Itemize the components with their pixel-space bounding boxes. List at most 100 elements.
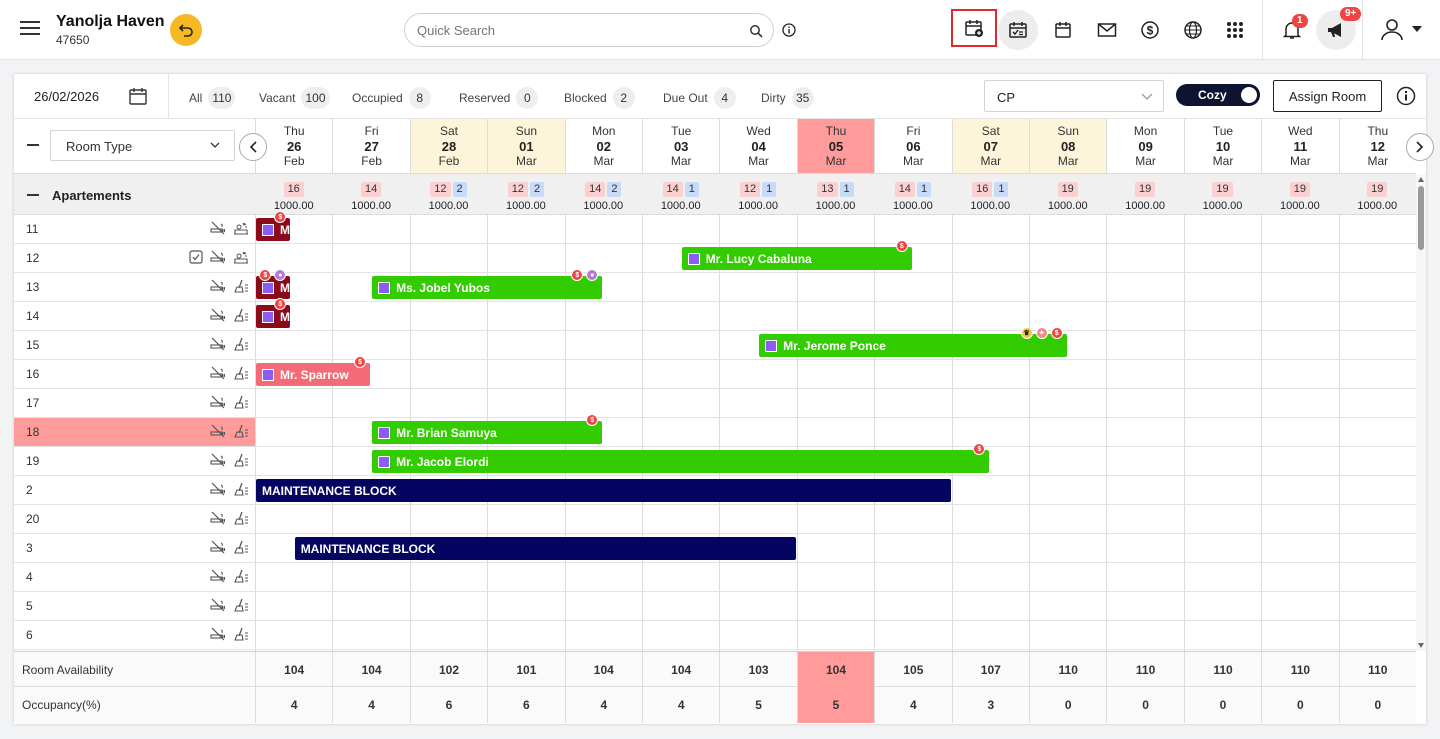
reservation-bar[interactable]: Mr. Jerome Ponce ♛ ✦ $ [759, 327, 1067, 357]
prev-dates-button[interactable] [239, 133, 267, 161]
row-line [14, 591, 1416, 592]
room-number: 18 [26, 425, 40, 439]
rate-cell: 12 1 1000.00 [719, 174, 796, 215]
day-header[interactable]: Thu 12 Mar [1338, 119, 1416, 173]
room-row-label[interactable]: 3 [14, 534, 255, 563]
calendar-icon[interactable] [128, 86, 148, 106]
housekeeping-icon [234, 308, 248, 322]
room-type-select[interactable]: Room Type [50, 130, 235, 161]
room-availability-row: Room Availability 104 104 102 101 104 104 103 1… [14, 651, 1416, 688]
divider [1262, 0, 1263, 59]
day-header[interactable]: Thu 05 Mar [796, 119, 875, 173]
reservation-bar[interactable]: M $ [256, 298, 291, 328]
month: Mar [1057, 154, 1079, 168]
room-row-label[interactable]: 15 [14, 331, 255, 360]
day-header[interactable]: Tue 03 Mar [642, 119, 719, 173]
day-header[interactable]: Mon 09 Mar [1106, 119, 1183, 173]
reservation-bar[interactable]: Mr. Brian Samuya $ [372, 414, 603, 444]
reservation-bar[interactable]: Ms. Jobel Yubos $ ● [372, 269, 603, 299]
day-header[interactable]: Tue 10 Mar [1183, 119, 1261, 173]
new-reservation-button[interactable] [951, 9, 997, 47]
filter-all[interactable]: All 110 [189, 87, 236, 109]
reservation-bar[interactable]: M $ [256, 211, 291, 241]
assign-room-button[interactable]: Assign Room [1273, 80, 1382, 112]
room-status-icons [210, 308, 249, 322]
reservation-bar[interactable]: Mr. Sparrow $ [256, 356, 371, 386]
room-row-label[interactable]: 6 [14, 621, 255, 650]
day-number: 04 [751, 139, 766, 154]
filter-occupied[interactable]: Occupied 8 [352, 87, 431, 109]
available-count: 19 [1212, 182, 1233, 197]
rate-plan-select[interactable]: CP [984, 80, 1164, 112]
day-header[interactable]: Wed 11 Mar [1261, 119, 1338, 173]
cozy-toggle[interactable]: Cozy [1176, 84, 1260, 106]
user-menu[interactable] [1380, 17, 1422, 41]
mail-button[interactable] [1087, 10, 1127, 50]
next-dates-button[interactable] [1406, 133, 1434, 161]
room-row-label[interactable]: 13 [14, 273, 255, 302]
filter-due-out[interactable]: Due Out 4 [663, 87, 736, 109]
back-arrow-icon [178, 24, 193, 37]
day-number: 09 [1138, 139, 1153, 154]
room-row-label[interactable]: 11 [14, 215, 255, 244]
building-icon [262, 223, 274, 236]
room-row-label[interactable]: 18 [14, 418, 255, 447]
calendar-button[interactable] [1043, 10, 1083, 50]
globe-button[interactable] [1173, 10, 1213, 50]
filter-blocked[interactable]: Blocked 2 [564, 87, 635, 109]
reservation-bar[interactable]: M $ ● [256, 269, 291, 299]
availability-cell: 103 [719, 652, 796, 688]
info-icon[interactable] [782, 23, 796, 37]
currency-button[interactable]: $ [1130, 10, 1170, 50]
vertical-scrollbar[interactable] [1416, 174, 1426, 651]
booked-count: 2 [529, 182, 545, 197]
room-row-label[interactable]: 19 [14, 447, 255, 476]
day-header[interactable]: Sat 07 Mar [951, 119, 1029, 173]
day-header[interactable]: Mon 02 Mar [564, 119, 642, 173]
room-status-icons [210, 366, 249, 380]
switch-property-button[interactable] [170, 14, 202, 46]
announcements-button[interactable]: 9+ [1316, 7, 1362, 50]
toggle-knob [1241, 87, 1257, 103]
day-header[interactable]: Fri 06 Mar [874, 119, 951, 173]
room-row-label[interactable]: 16 [14, 360, 255, 389]
room-row-label[interactable]: 4 [14, 563, 255, 592]
day-header[interactable]: Sun 01 Mar [487, 119, 565, 173]
info-icon[interactable] [1396, 86, 1416, 106]
search-input[interactable] [417, 21, 737, 39]
filter-count: 4 [713, 87, 736, 109]
filter-dirty[interactable]: Dirty 35 [761, 87, 814, 109]
day-header[interactable]: Fri 27 Feb [332, 119, 409, 173]
filter-reserved[interactable]: Reserved 0 [459, 87, 539, 109]
day-header[interactable]: Sat 28 Feb [409, 119, 488, 173]
calendar-check-button[interactable] [998, 10, 1038, 50]
filter-label: Occupied [352, 91, 403, 105]
room-row-label[interactable]: 20 [14, 505, 255, 534]
user-icon [1381, 19, 1403, 41]
room-number: 6 [26, 628, 33, 642]
reservation-bar[interactable]: Mr. Jacob Elordi $ [372, 443, 990, 473]
room-row-label[interactable]: 5 [14, 592, 255, 621]
date-display[interactable]: 26/02/2026 [34, 89, 100, 104]
available-count: 14 [585, 182, 606, 197]
menu-icon[interactable] [20, 19, 40, 37]
day-header[interactable]: Sun 08 Mar [1029, 119, 1107, 173]
guest-name: MAINTENANCE BLOCK [300, 541, 436, 556]
reservation-bar[interactable]: MAINTENANCE BLOCK [294, 537, 796, 560]
reservation-bar[interactable]: Mr. Lucy Cabaluna $ [681, 240, 912, 270]
room-row-label[interactable]: 14 [14, 302, 255, 331]
divider [1362, 0, 1363, 59]
collapse-icon[interactable] [27, 194, 39, 196]
reservation-flag-icon: $ [259, 269, 272, 281]
apps-button[interactable] [1215, 10, 1255, 50]
collapse-icon[interactable] [27, 144, 39, 146]
scrollbar-thumb[interactable] [1418, 186, 1424, 250]
room-row-label[interactable]: 12 [14, 244, 255, 273]
notifications-button[interactable]: 1 [1272, 10, 1312, 50]
filter-vacant[interactable]: Vacant 100 [259, 87, 330, 109]
available-count: 14 [662, 182, 683, 197]
reservation-bar[interactable]: MAINTENANCE BLOCK [256, 479, 951, 502]
day-header[interactable]: Wed 04 Mar [719, 119, 796, 173]
room-row-label[interactable]: 2 [14, 476, 255, 505]
room-row-label[interactable]: 17 [14, 389, 255, 418]
